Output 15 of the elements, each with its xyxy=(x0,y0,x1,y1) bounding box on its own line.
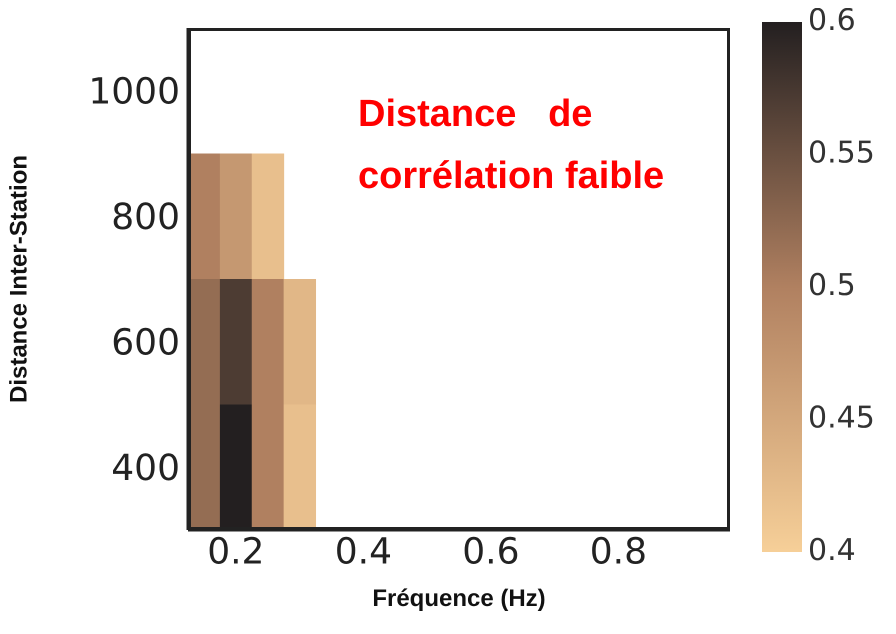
color-bar-label: 0.5 xyxy=(808,268,856,304)
color-bar-label: 0.45 xyxy=(808,400,875,436)
color-bar-label: 0.55 xyxy=(808,136,875,171)
annotation: Distance de corrélation faible xyxy=(358,92,666,199)
y-axis-title: Distance Inter-Station xyxy=(6,154,33,404)
y-tick-label: 400 xyxy=(111,448,180,490)
y-tick-label: 800 xyxy=(111,197,180,238)
x-tick-label: 0.8 xyxy=(590,532,648,573)
x-tick-label: 0.2 xyxy=(207,532,264,573)
x-tick-label: 0.4 xyxy=(334,532,392,573)
color-bar-label: 0.6 xyxy=(808,3,856,38)
x-axis-title: Fréquence (Hz) xyxy=(372,585,546,612)
y-tick-label: 600 xyxy=(111,322,180,364)
x-tick-label: 0.6 xyxy=(462,532,520,573)
y-tick-label: 1000 xyxy=(88,72,180,113)
